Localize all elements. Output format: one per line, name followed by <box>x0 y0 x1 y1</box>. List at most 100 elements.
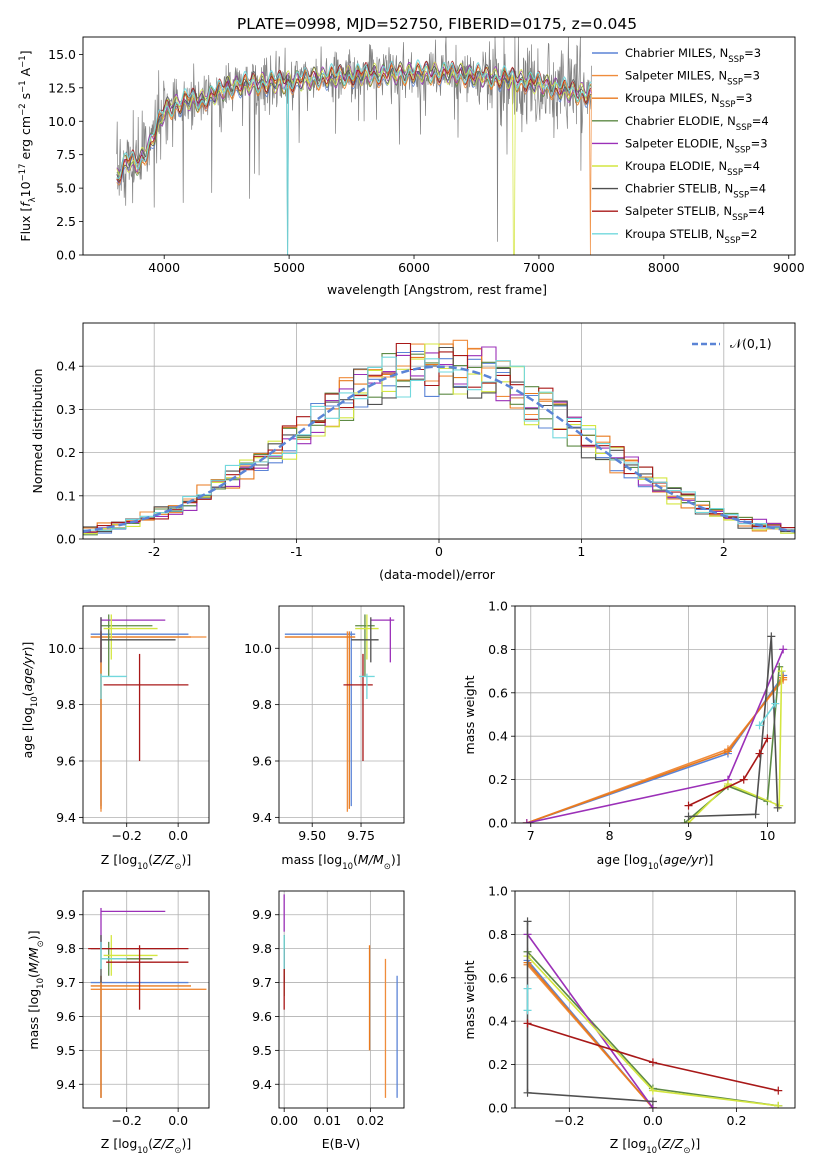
weight-marker <box>523 984 532 993</box>
x-tick-label: 9.75 <box>347 828 375 843</box>
age-z-x-label: Z [log10(Z/Z⊙)] <box>101 852 191 872</box>
weight-marker <box>523 1006 532 1015</box>
residuals-y-label: Normed distribution <box>30 369 45 494</box>
y-tick-label: 0.0 <box>56 532 76 547</box>
weight-marker <box>523 1088 532 1097</box>
plot-area-mass_vs_ebv <box>283 894 398 1098</box>
legend-entry: Salpeter MILES, NSSP=3 <box>625 69 760 88</box>
y-tick-label: 0.4 <box>488 1014 508 1029</box>
y-tick-label: 0.2 <box>488 1057 508 1072</box>
weight-marker <box>774 1086 783 1095</box>
weight-line-salpeter-elodie <box>526 933 654 1108</box>
spectrum-axes-frame <box>82 36 796 256</box>
weight-marker <box>771 699 780 708</box>
x-tick-label: 1 <box>577 544 585 559</box>
y-tick-label: 0.8 <box>488 642 508 657</box>
weight-marker <box>648 1097 657 1106</box>
weight-marker <box>767 632 776 641</box>
y-tick-label: 0.4 <box>56 359 76 374</box>
x-tick-label: 0.01 <box>313 1113 341 1128</box>
weight-z-y-label: mass weight <box>462 960 477 1039</box>
x-tick-label: −0.2 <box>112 828 142 843</box>
weight-marker <box>777 667 786 676</box>
y-tick-label: 10.0 <box>48 641 76 656</box>
y-tick-label: 9.8 <box>56 941 76 956</box>
weight-line-kroupa-miles <box>526 677 784 823</box>
y-tick-label: 0.0 <box>488 1101 508 1116</box>
weight-marker <box>648 1086 657 1095</box>
legend-entry: Kroupa STELIB, NSSP=2 <box>625 227 757 246</box>
x-tick-label: 4000 <box>148 260 180 275</box>
mass-z-x-label: Z [log10(Z/Z⊙)] <box>101 1136 191 1156</box>
plot-area-age_vs_mass <box>284 614 395 812</box>
weight-marker <box>723 747 732 756</box>
model-spectrum-salpeter-stelib <box>116 60 592 183</box>
y-tick-label: 2.5 <box>56 214 76 229</box>
axes-frame <box>514 890 796 1109</box>
x-tick-label: 5000 <box>273 260 305 275</box>
axes-frame <box>82 890 210 1109</box>
y-tick-label: 0.6 <box>488 685 508 700</box>
x-tick-label: 0.00 <box>270 1113 298 1128</box>
legend-entry: Kroupa MILES, NSSP=3 <box>625 91 752 110</box>
x-tick-label: 0.0 <box>643 1113 663 1128</box>
y-tick-label: 9.6 <box>56 1009 76 1024</box>
x-tick-label: 0.2 <box>727 1113 747 1128</box>
weight-marker <box>680 819 689 823</box>
y-tick-label: 9.4 <box>56 810 76 825</box>
x-tick-label: 0 <box>435 544 443 559</box>
y-tick-label: 9.7 <box>56 975 76 990</box>
weight-line-chabrier-miles <box>526 674 784 823</box>
y-tick-label: 1.0 <box>488 599 508 614</box>
legend-entry: Chabrier MILES, NSSP=3 <box>625 46 761 65</box>
weight-marker <box>755 721 764 730</box>
plot-area-weight_vs_Z <box>523 917 783 1108</box>
x-tick-label: 0.0 <box>168 1113 188 1128</box>
y-tick-label: 9.6 <box>56 754 76 769</box>
y-tick-label: 0.1 <box>56 488 76 503</box>
y-tick-label: 0.2 <box>488 772 508 787</box>
y-tick-label: 9.5 <box>56 1043 76 1058</box>
age-mass-x-label: mass [log10(M/M⊙)] <box>281 852 400 872</box>
y-tick-label: 9.7 <box>252 975 272 990</box>
y-tick-label: 9.4 <box>252 810 272 825</box>
y-tick-label: 9.4 <box>56 1077 76 1092</box>
axes-frame <box>278 890 405 1109</box>
residuals-axes-frame <box>82 322 796 540</box>
model-spectrum-chabrier-stelib <box>116 60 592 255</box>
y-tick-label: 9.8 <box>252 941 272 956</box>
weight-marker <box>751 810 760 819</box>
model-spectrum-kroupa-stelib <box>116 59 592 255</box>
y-tick-label: 9.9 <box>252 907 272 922</box>
plot-area-mass_vs_Z <box>88 907 207 1098</box>
weight-age-x-label: age [log10(age/yr)] <box>597 852 714 872</box>
residuals-x-label: (data-model)/error <box>379 567 496 582</box>
weight-marker <box>774 1101 783 1108</box>
mass-z-y-label: mass [log10(M/M⊙)] <box>26 930 46 1049</box>
weight-line-salpeter-miles <box>526 679 784 823</box>
x-tick-label: 8000 <box>648 260 680 275</box>
y-tick-label: 10.0 <box>48 114 76 129</box>
weight-marker <box>684 801 693 810</box>
y-tick-label: 0.4 <box>488 729 508 744</box>
y-tick-label: 9.9 <box>56 907 76 922</box>
y-tick-label: 0.2 <box>56 445 76 460</box>
axes-frame <box>514 605 796 824</box>
x-tick-label: 6000 <box>398 260 430 275</box>
y-tick-label: 9.8 <box>252 697 272 712</box>
weight-age-y-label: mass weight <box>462 675 477 754</box>
weight-marker <box>779 645 788 654</box>
y-tick-label: 0.3 <box>56 402 76 417</box>
y-tick-label: 9.6 <box>252 1009 272 1024</box>
weight-marker <box>773 803 782 812</box>
weight-z-x-label: Z [log10(Z/Z⊙)] <box>610 1136 700 1156</box>
y-tick-label: 0.0 <box>56 248 76 263</box>
axes-frame <box>82 605 210 824</box>
weight-line-chabrier-stelib <box>688 636 779 818</box>
y-tick-label: 5.0 <box>56 181 76 196</box>
weight-marker <box>779 673 788 682</box>
y-tick-label: 7.5 <box>56 147 76 162</box>
age-z-y-label: age [log10(age/yr)] <box>20 642 40 759</box>
y-tick-label: 9.6 <box>252 754 272 769</box>
